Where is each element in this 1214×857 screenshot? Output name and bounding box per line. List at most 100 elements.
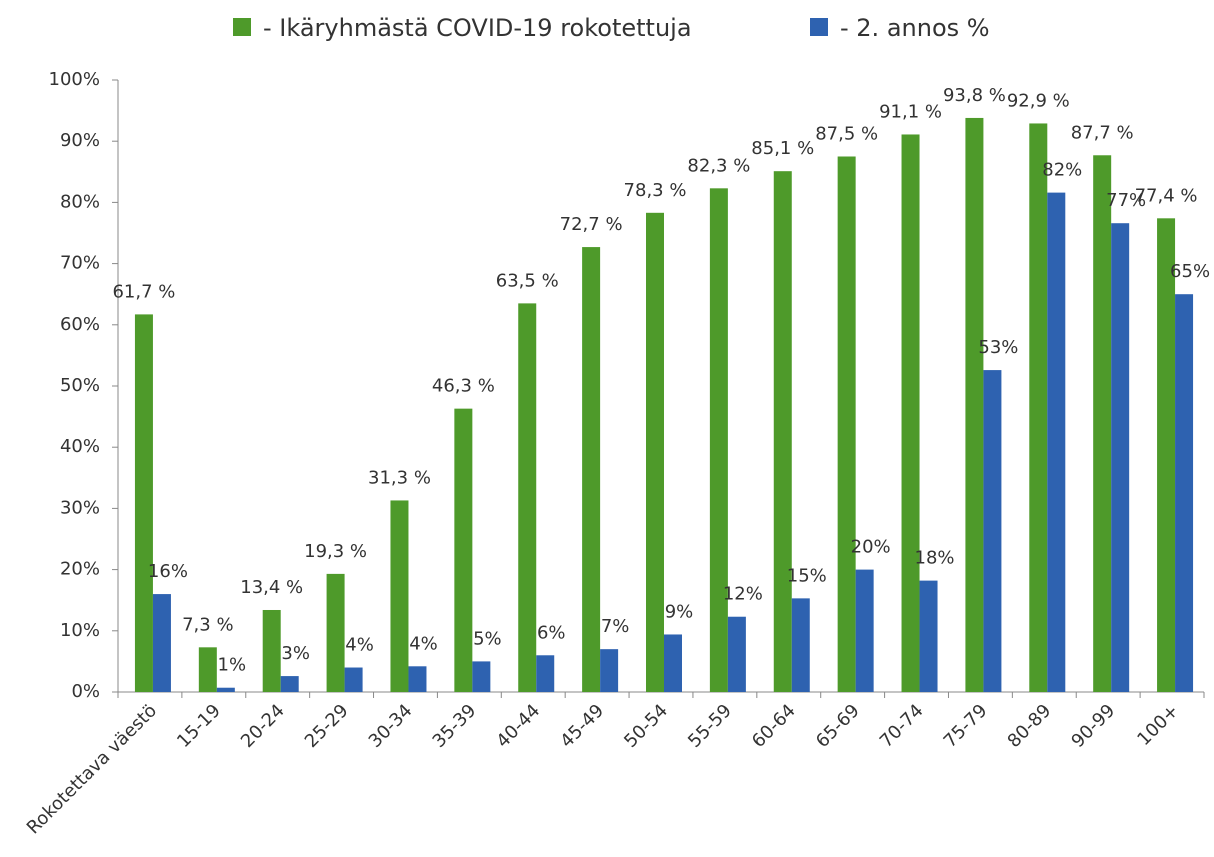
data-label: 87,5 %	[815, 124, 878, 145]
data-label: 78,3 %	[624, 180, 687, 201]
x-tick-label: 25-29	[301, 700, 353, 752]
y-tick-label: 20%	[60, 559, 100, 580]
x-tick-label: 20-24	[237, 700, 289, 752]
x-tick-label: 90-99	[1067, 700, 1119, 752]
y-tick-label: 40%	[60, 436, 100, 457]
bar	[983, 370, 1002, 692]
data-label: 13,4 %	[240, 577, 303, 598]
bar	[198, 647, 217, 692]
x-tick-label: 75-79	[940, 700, 992, 752]
y-tick-label: 100%	[49, 69, 100, 90]
legend-label: - 2. annos %	[840, 14, 990, 42]
x-tick-label: 40-44	[492, 700, 544, 752]
bar	[773, 171, 792, 693]
bar	[1093, 155, 1112, 692]
data-label: 7%	[601, 616, 630, 637]
bar	[1157, 218, 1176, 692]
x-tick-label: 60-64	[748, 700, 800, 752]
bar	[901, 134, 920, 692]
bar	[1047, 192, 1066, 692]
data-label: 15%	[787, 565, 827, 586]
bar	[152, 594, 171, 692]
data-label: 19,3 %	[304, 541, 367, 562]
data-label: 6%	[537, 622, 566, 643]
bar	[280, 676, 299, 692]
data-label: 46,3 %	[432, 376, 495, 397]
data-label: 72,7 %	[560, 214, 623, 235]
data-label: 4%	[345, 635, 374, 656]
data-label: 87,7 %	[1071, 122, 1134, 143]
data-label: 85,1 %	[751, 138, 814, 159]
x-tick-label: 15-19	[173, 700, 225, 752]
bar	[646, 212, 664, 692]
x-tick-label: 70-74	[876, 700, 928, 752]
legend: - Ikäryhmästä COVID-19 rokotettuja - 2. a…	[233, 14, 990, 42]
y-tick-label: 80%	[60, 191, 100, 212]
y-tick-label: 60%	[60, 314, 100, 335]
legend-swatch	[810, 18, 828, 36]
x-tick-label: 30-34	[365, 700, 417, 752]
data-label: 4%	[409, 633, 438, 654]
x-tick-label: 65-69	[812, 700, 864, 752]
data-label: 82,3 %	[687, 155, 750, 176]
x-tick-label: 50-54	[620, 700, 672, 752]
bar	[518, 303, 537, 692]
bar	[855, 569, 874, 692]
bar	[390, 500, 409, 692]
data-label: 1%	[218, 655, 247, 676]
x-tick-label: Rokotettava väestö	[23, 700, 161, 838]
data-label: 20%	[851, 537, 891, 558]
bar	[454, 408, 473, 692]
bar	[1029, 123, 1048, 692]
bar	[536, 655, 555, 692]
bar	[344, 667, 363, 692]
data-label: 82%	[1042, 160, 1082, 181]
bar	[134, 314, 153, 692]
data-label: 12%	[723, 584, 763, 605]
bar	[408, 666, 427, 692]
bar	[837, 156, 856, 692]
x-tick-label: 100+	[1133, 700, 1183, 750]
y-tick-label: 10%	[60, 620, 100, 641]
legend-label: - Ikäryhmästä COVID-19 rokotettuja	[263, 14, 692, 42]
y-tick-label: 90%	[60, 130, 100, 151]
bar	[600, 649, 619, 692]
x-tick-label: 80-89	[1004, 700, 1056, 752]
data-label: 91,1 %	[879, 101, 942, 122]
y-tick-label: 30%	[60, 497, 100, 518]
data-label: 9%	[665, 601, 694, 622]
data-label: 16%	[148, 561, 188, 582]
y-tick-label: 50%	[60, 375, 100, 396]
data-label: 53%	[978, 337, 1018, 358]
data-label: 93,8 %	[943, 85, 1006, 106]
bar	[727, 616, 746, 692]
y-tick-label: 70%	[60, 253, 100, 274]
bar	[791, 598, 810, 692]
data-label: 77,4 %	[1135, 185, 1198, 206]
x-tick-label: 55-59	[684, 700, 736, 752]
data-label: 77%	[1106, 190, 1146, 211]
bar	[709, 188, 728, 692]
x-tick-label: 35-39	[429, 700, 481, 752]
bar	[472, 661, 491, 692]
bar	[1175, 294, 1194, 692]
bar	[326, 573, 345, 692]
data-label: 7,3 %	[182, 614, 233, 635]
data-label: 3%	[281, 643, 310, 664]
bar	[1111, 223, 1130, 692]
data-label: 31,3 %	[368, 467, 431, 488]
data-label: 63,5 %	[496, 270, 559, 291]
data-label: 92,9 %	[1007, 90, 1070, 111]
legend-swatch	[233, 18, 251, 36]
x-tick-label: 45-49	[556, 700, 608, 752]
bar	[965, 117, 984, 693]
bar	[262, 609, 281, 692]
bar	[919, 580, 938, 692]
data-label: 5%	[473, 628, 502, 649]
bar	[216, 687, 235, 692]
bar	[664, 634, 682, 692]
y-tick-label: 0%	[71, 681, 100, 702]
data-label: 61,7 %	[112, 281, 175, 302]
bar	[582, 247, 601, 693]
